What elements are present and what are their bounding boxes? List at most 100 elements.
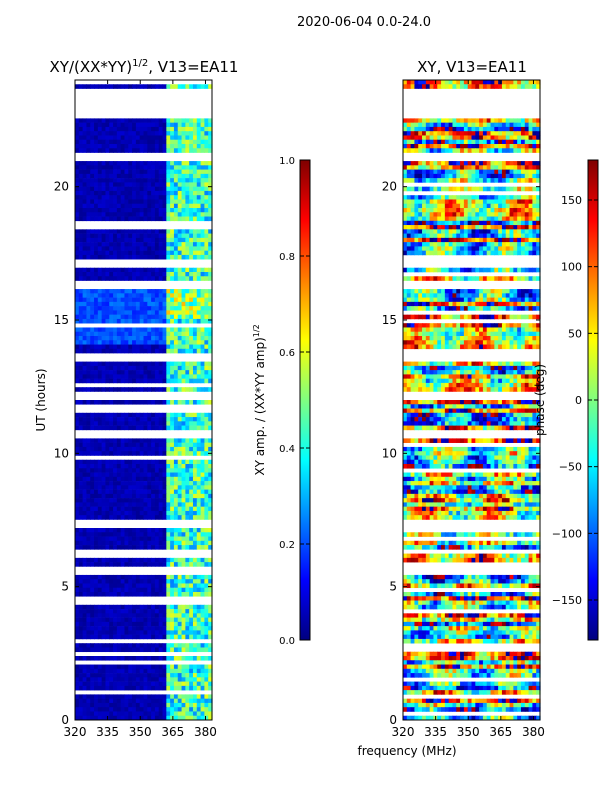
heatmap-cell bbox=[166, 349, 170, 354]
heatmap-cell bbox=[170, 251, 174, 256]
heatmap-cell bbox=[498, 127, 502, 132]
heatmap-cell bbox=[204, 464, 208, 469]
heatmap-cell bbox=[197, 374, 201, 379]
heatmap-cell bbox=[464, 204, 468, 209]
heatmap-cell bbox=[452, 135, 456, 140]
heatmap-cell bbox=[185, 208, 189, 213]
heatmap-cell bbox=[422, 148, 426, 153]
heatmap-cell bbox=[79, 682, 83, 687]
heatmap-cell bbox=[147, 545, 151, 550]
heatmap-cell bbox=[174, 643, 178, 648]
heatmap-cell bbox=[163, 511, 167, 516]
heatmap-cell bbox=[204, 345, 208, 350]
heatmap-cell bbox=[411, 161, 415, 166]
heatmap-cell bbox=[204, 170, 208, 175]
heatmap-cell bbox=[472, 234, 476, 239]
heatmap-cell bbox=[182, 686, 186, 691]
heatmap-cell bbox=[189, 289, 193, 294]
heatmap-cell bbox=[201, 336, 205, 341]
heatmap-cell bbox=[422, 212, 426, 217]
heatmap-cell bbox=[204, 187, 208, 192]
heatmap-cell bbox=[98, 622, 102, 627]
heatmap-cell bbox=[475, 165, 479, 170]
heatmap-cell bbox=[189, 242, 193, 247]
heatmap-cell bbox=[178, 306, 182, 311]
heatmap-cell bbox=[151, 161, 155, 166]
heatmap-cell bbox=[204, 417, 208, 422]
heatmap-cell bbox=[132, 485, 136, 490]
heatmap-cell bbox=[132, 558, 136, 563]
heatmap-cell bbox=[121, 562, 125, 567]
heatmap-cell bbox=[418, 127, 422, 132]
heatmap-cell bbox=[105, 682, 109, 687]
heatmap-cell bbox=[124, 293, 128, 298]
heatmap-cell bbox=[521, 131, 525, 136]
heatmap-cell bbox=[102, 473, 106, 478]
heatmap-cell bbox=[159, 473, 163, 478]
heatmap-cell bbox=[136, 583, 140, 588]
heatmap-cell bbox=[201, 473, 205, 478]
heatmap-cell bbox=[128, 421, 132, 426]
heatmap-cell bbox=[128, 178, 132, 183]
heatmap-cell bbox=[102, 703, 106, 708]
heatmap-cell bbox=[136, 370, 140, 375]
heatmap-cell bbox=[174, 707, 178, 712]
heatmap-cell bbox=[441, 80, 445, 85]
heatmap-cell bbox=[79, 268, 83, 273]
heatmap-cell bbox=[193, 127, 197, 132]
heatmap-cell bbox=[117, 131, 121, 136]
heatmap-cell bbox=[102, 558, 106, 563]
heatmap-cell bbox=[189, 413, 193, 418]
heatmap-cell bbox=[79, 588, 83, 593]
heatmap-cell bbox=[83, 494, 87, 499]
heatmap-cell bbox=[193, 545, 197, 550]
heatmap-cell bbox=[204, 643, 208, 648]
heatmap-cell bbox=[79, 148, 83, 153]
heatmap-cell bbox=[487, 195, 491, 200]
heatmap-cell bbox=[185, 592, 189, 597]
heatmap-cell bbox=[193, 161, 197, 166]
heatmap-cell bbox=[144, 182, 148, 187]
heatmap-cell bbox=[529, 208, 533, 213]
heatmap-cell bbox=[94, 528, 98, 533]
heatmap-cell bbox=[178, 669, 182, 674]
amplitude-colorbar: 0.00.20.40.60.81.0 XY amp. / (XX*YY amp)… bbox=[252, 156, 310, 647]
heatmap-cell bbox=[155, 643, 159, 648]
heatmap-cell bbox=[502, 127, 506, 132]
heatmap-cell bbox=[75, 622, 79, 627]
heatmap-cell bbox=[170, 635, 174, 640]
heatmap-cell bbox=[174, 135, 178, 140]
heatmap-cell bbox=[174, 630, 178, 635]
heatmap-cell bbox=[124, 485, 128, 490]
heatmap-cell bbox=[441, 131, 445, 136]
heatmap-cell bbox=[132, 242, 136, 247]
heatmap-cell bbox=[189, 545, 193, 550]
heatmap-cell bbox=[197, 609, 201, 614]
heatmap-cell bbox=[204, 174, 208, 179]
heatmap-cell bbox=[182, 272, 186, 277]
heatmap-cell bbox=[86, 665, 90, 670]
heatmap-cell bbox=[460, 127, 464, 132]
heatmap-cell bbox=[422, 187, 426, 192]
heatmap-cell bbox=[79, 537, 83, 542]
heatmap-cell bbox=[86, 191, 90, 196]
heatmap-cell bbox=[140, 165, 144, 170]
heatmap-cell bbox=[132, 204, 136, 209]
heatmap-cell bbox=[178, 686, 182, 691]
heatmap-cell bbox=[75, 298, 79, 303]
heatmap-cell bbox=[513, 170, 517, 175]
heatmap-cell bbox=[491, 221, 495, 226]
heatmap-cell bbox=[166, 387, 170, 392]
heatmap-cell bbox=[204, 528, 208, 533]
heatmap-cell bbox=[460, 144, 464, 149]
heatmap-cell bbox=[121, 131, 125, 136]
heatmap-cell bbox=[460, 123, 464, 128]
heatmap-cell bbox=[151, 511, 155, 516]
heatmap-cell bbox=[151, 182, 155, 187]
heatmap-cell bbox=[151, 541, 155, 546]
heatmap-cell bbox=[132, 217, 136, 222]
heatmap-cell bbox=[79, 204, 83, 209]
heatmap-cell bbox=[109, 315, 113, 320]
heatmap-cell bbox=[109, 417, 113, 422]
